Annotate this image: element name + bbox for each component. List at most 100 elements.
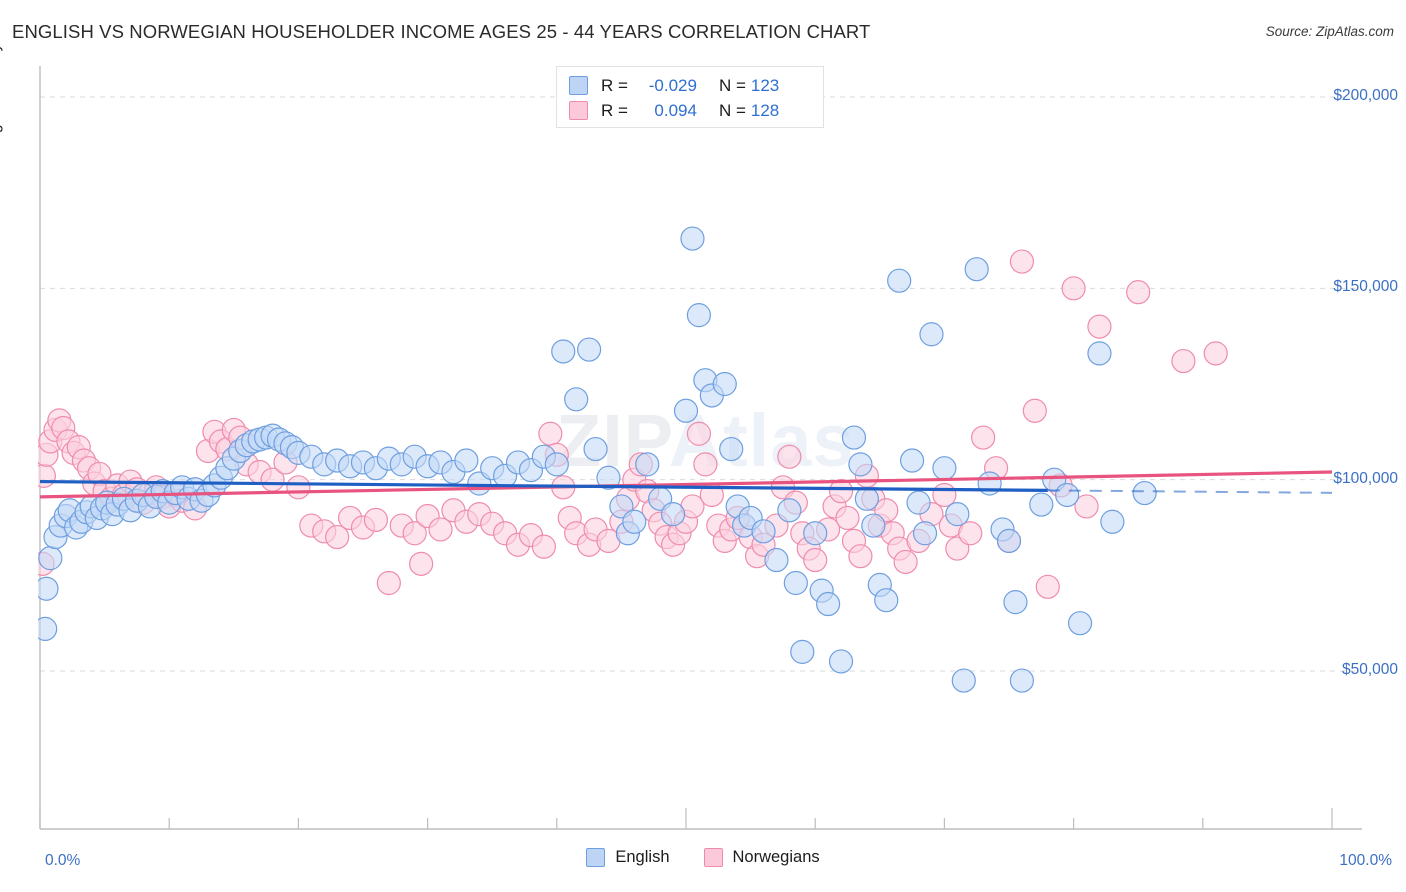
data-point bbox=[951, 668, 976, 693]
data-point bbox=[971, 425, 996, 450]
y-axis-tick-label: $150,000 bbox=[1333, 278, 1398, 296]
data-point bbox=[673, 398, 699, 423]
data-point bbox=[1100, 509, 1125, 534]
data-point bbox=[1009, 668, 1035, 693]
data-point bbox=[777, 498, 802, 523]
data-point bbox=[428, 517, 453, 542]
data-point bbox=[564, 387, 589, 412]
y-axis-tick-label: $50,000 bbox=[1341, 661, 1398, 678]
data-point bbox=[454, 448, 479, 473]
data-point bbox=[409, 551, 434, 576]
series-legend-label: English bbox=[615, 848, 670, 866]
data-point bbox=[783, 570, 808, 596]
data-point bbox=[1132, 480, 1157, 506]
data-point bbox=[854, 486, 879, 511]
norwegian-r-label: R = bbox=[601, 100, 628, 120]
data-point bbox=[1061, 276, 1086, 301]
data-point bbox=[363, 507, 389, 532]
data-point bbox=[1074, 494, 1099, 519]
norwegian-r-value: 0.094 bbox=[654, 100, 697, 120]
english-swatch-icon bbox=[569, 76, 588, 95]
english-r-value: -0.029 bbox=[648, 75, 697, 95]
data-point bbox=[1009, 249, 1035, 274]
data-point bbox=[996, 528, 1022, 553]
data-point bbox=[932, 456, 957, 481]
data-point bbox=[686, 303, 712, 328]
data-point bbox=[622, 509, 647, 534]
data-point bbox=[932, 482, 957, 508]
data-point bbox=[38, 546, 63, 571]
correlation-row-norwegians: R = 0.094 N = 128 bbox=[569, 98, 813, 123]
data-point bbox=[874, 588, 899, 613]
data-point bbox=[1087, 314, 1112, 339]
y-axis-tick-label: $100,000 bbox=[1333, 469, 1398, 487]
data-point bbox=[751, 519, 776, 544]
data-point bbox=[945, 502, 970, 527]
data-point bbox=[828, 479, 854, 504]
data-point bbox=[777, 444, 802, 469]
data-point bbox=[887, 268, 912, 293]
data-point bbox=[841, 425, 867, 450]
data-point bbox=[1067, 611, 1093, 636]
source-attribution: Source: ZipAtlas.com bbox=[1265, 24, 1394, 39]
data-point bbox=[325, 524, 350, 550]
data-points-norwegians bbox=[38, 249, 1228, 599]
data-point bbox=[38, 463, 56, 488]
data-point bbox=[816, 591, 841, 617]
data-point bbox=[906, 490, 931, 515]
series-legend-item-norwegians[interactable]: Norwegians bbox=[703, 848, 820, 867]
data-point bbox=[680, 226, 705, 251]
data-point bbox=[712, 371, 737, 397]
scatter-plot-svg bbox=[38, 66, 1362, 830]
english-n-value: 123 bbox=[750, 75, 780, 95]
data-point bbox=[1171, 348, 1196, 374]
series-legend-item-english[interactable]: English bbox=[586, 848, 670, 867]
data-point bbox=[1035, 574, 1060, 599]
data-point bbox=[958, 521, 983, 546]
series-legend: English Norwegians bbox=[0, 848, 1406, 867]
plot-area bbox=[38, 66, 1370, 835]
data-point bbox=[531, 534, 556, 559]
data-point bbox=[790, 639, 815, 664]
data-point bbox=[964, 257, 989, 282]
series-legend-label: Norwegians bbox=[732, 848, 820, 866]
data-point bbox=[848, 544, 873, 569]
data-point bbox=[1029, 492, 1054, 517]
data-point bbox=[835, 505, 860, 531]
data-point bbox=[893, 549, 918, 575]
data-point bbox=[544, 452, 569, 477]
norwegian-n-label: N = bbox=[718, 100, 746, 120]
norwegian-trend-line bbox=[39, 470, 1333, 499]
data-point bbox=[803, 521, 828, 546]
data-point bbox=[803, 547, 828, 573]
data-point bbox=[538, 421, 563, 446]
data-point bbox=[635, 452, 660, 477]
data-point bbox=[1022, 398, 1047, 423]
data-point bbox=[1203, 341, 1228, 366]
data-point bbox=[693, 452, 718, 477]
data-point bbox=[596, 465, 621, 490]
x-axis-min-label: 0.0% bbox=[45, 852, 81, 869]
data-point bbox=[583, 436, 608, 462]
data-point bbox=[899, 448, 925, 473]
data-point bbox=[912, 521, 938, 546]
data-point bbox=[38, 576, 59, 601]
norwegian-n-value: 128 bbox=[750, 100, 780, 120]
data-point bbox=[848, 452, 873, 477]
y-axis-title: Householder Income Ages 25 - 44 years bbox=[0, 13, 3, 290]
data-point bbox=[660, 502, 686, 527]
x-axis-ticks bbox=[39, 808, 1333, 829]
page-title: ENGLISH VS NORWEGIAN HOUSEHOLDER INCOME … bbox=[12, 21, 871, 42]
x-axis-max-label: 100.0% bbox=[1339, 852, 1392, 869]
data-point bbox=[376, 570, 401, 596]
data-point bbox=[719, 436, 744, 462]
data-point bbox=[286, 475, 311, 500]
data-point bbox=[1003, 590, 1028, 615]
english-trend-line bbox=[39, 479, 1048, 492]
series-swatch-icon bbox=[703, 848, 723, 867]
english-r-label: R = bbox=[601, 75, 628, 95]
data-point bbox=[38, 616, 58, 642]
data-point bbox=[919, 322, 944, 347]
correlation-row-english: R = -0.029 N = 123 bbox=[569, 73, 813, 98]
